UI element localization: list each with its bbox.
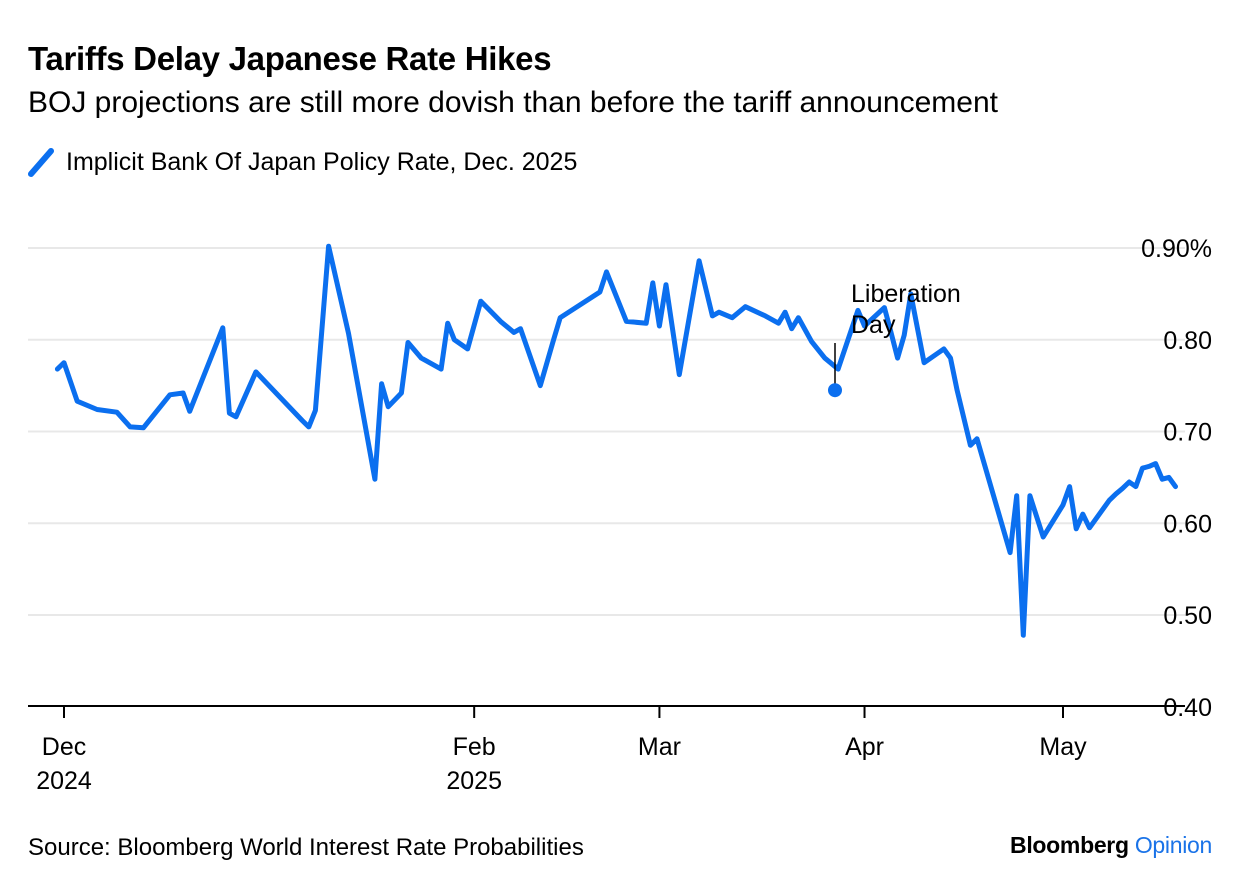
annotation-marker [828,383,842,398]
series-line [54,243,1178,638]
x-tick-label: Dec [42,733,86,761]
x-tick-label-year: 2024 [36,767,92,795]
legend-swatch-icon [28,148,54,177]
x-tick-label-year: 2025 [446,767,502,795]
chart-subtitle: BOJ projections are still more dovish th… [28,86,998,119]
y-tick-label: 0.70 [1163,419,1212,447]
x-tick-label: Mar [638,733,681,761]
x-tick-label: May [1039,733,1087,761]
y-tick-label: 0.40 [1163,694,1212,722]
y-tick-label: 0.90% [1141,235,1212,263]
legend-label: Implicit Bank Of Japan Policy Rate, Dec.… [66,147,578,176]
brand-name: Bloomberg [1010,832,1129,858]
y-tick-label: 0.80 [1163,327,1212,355]
x-tick-label: Feb [453,733,496,761]
x-tick-label: Apr [845,733,884,761]
brand-accent: Opinion [1134,832,1212,858]
source-note: Source: Bloomberg World Interest Rate Pr… [28,834,584,861]
annotation-label: Liberation [851,280,961,308]
y-tick-label: 0.60 [1163,510,1212,538]
chart-title: Tariffs Delay Japanese Rate Hikes [28,40,552,77]
brand-logo: Bloomberg Opinion [1010,832,1212,859]
y-tick-label: 0.50 [1163,602,1212,630]
annotation-label-line2: Day [851,311,896,339]
legend: Implicit Bank Of Japan Policy Rate, Dec.… [28,145,577,179]
